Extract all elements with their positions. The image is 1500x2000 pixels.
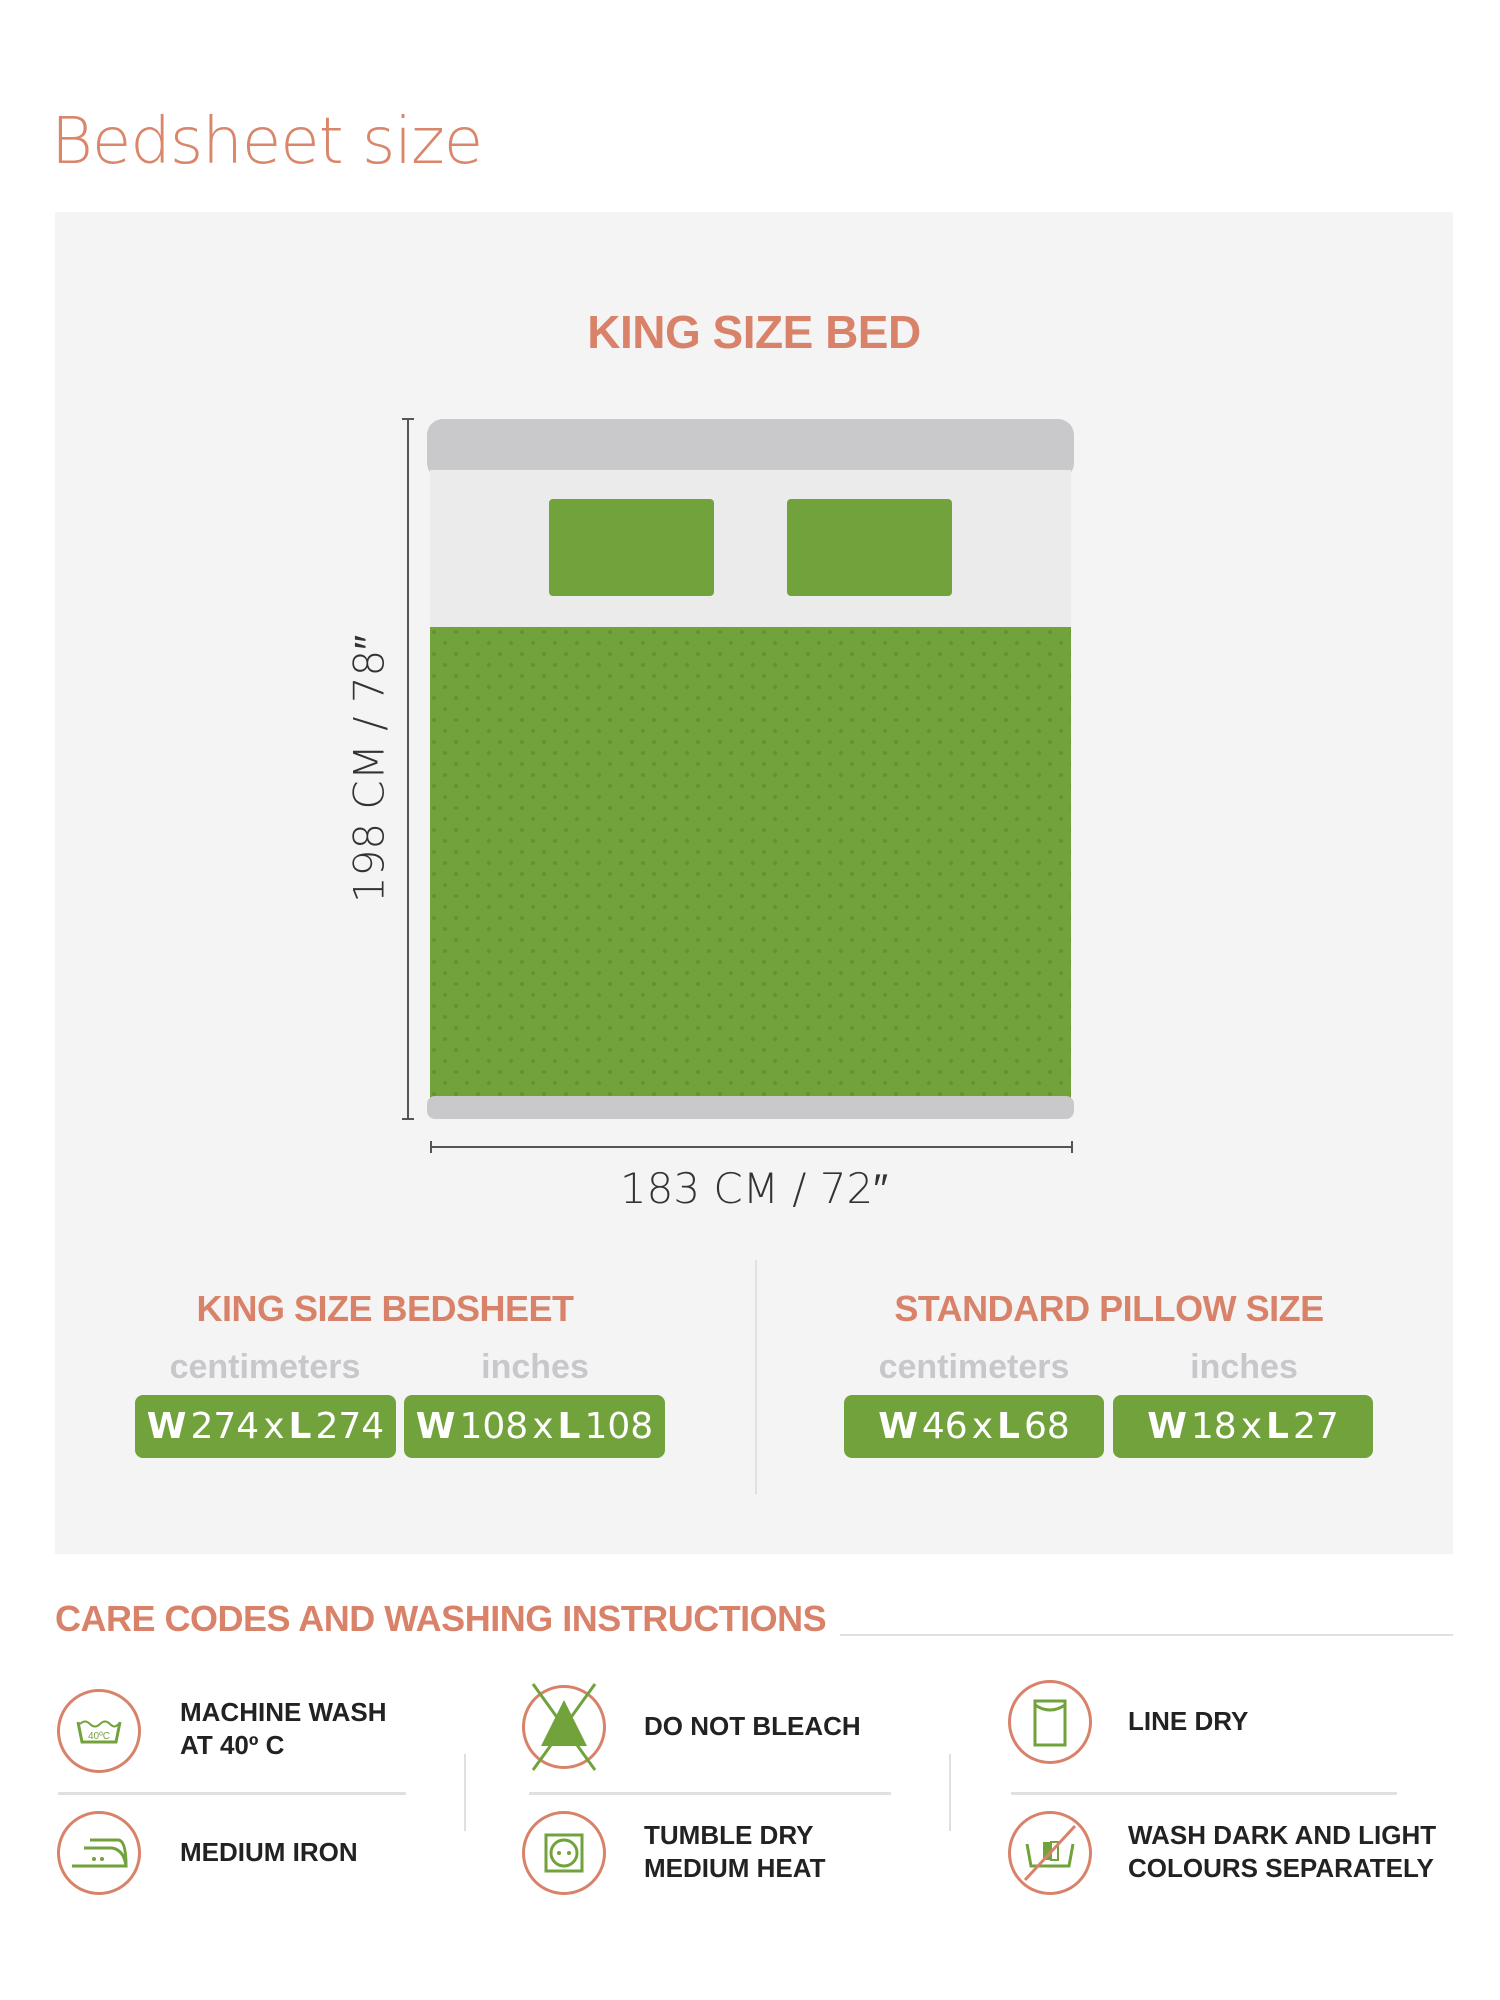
length-value: 68 <box>1023 1406 1070 1447</box>
row-divider <box>1011 1792 1397 1795</box>
l-label: L <box>1266 1406 1289 1447</box>
medium-iron-icon <box>57 1811 141 1895</box>
width-value: 18 <box>1190 1406 1237 1447</box>
care-text: TUMBLE DRY <box>644 1820 814 1850</box>
divider <box>755 1260 757 1494</box>
unit-label: centimeters <box>878 1348 1070 1386</box>
care-heading: CARE CODES AND WASHING INSTRUCTIONS <box>55 1598 827 1639</box>
care-text: AT 40º C <box>180 1730 285 1760</box>
column-divider <box>949 1754 951 1831</box>
width-value: 46 <box>921 1406 968 1447</box>
width-value: 274 <box>190 1406 260 1447</box>
unit-label: inches <box>481 1348 589 1386</box>
width-dimension-line <box>430 1141 1073 1153</box>
length-value: 27 <box>1292 1406 1339 1447</box>
machine-wash-40-icon: 40ºC <box>57 1689 141 1773</box>
times: x <box>532 1406 554 1447</box>
care-text: COLOURS SEPARATELY <box>1128 1853 1434 1883</box>
w-label: W <box>878 1406 918 1447</box>
do-not-bleach-icon <box>522 1683 606 1771</box>
pillow-size-in: W 18 x L 27 <box>1113 1395 1373 1458</box>
bedsheet-size-in: W 108 x L 108 <box>404 1395 665 1458</box>
times: x <box>971 1406 994 1447</box>
care-text: DO NOT BLEACH <box>644 1711 861 1741</box>
care-text: MEDIUM IRON <box>180 1837 358 1867</box>
row-divider <box>58 1792 406 1795</box>
footboard <box>427 1096 1074 1119</box>
pillow-left <box>549 499 714 596</box>
line-dry-icon <box>1008 1680 1092 1764</box>
w-label: W <box>146 1406 187 1447</box>
care-item: MEDIUM IRON <box>180 1836 358 1869</box>
l-label: L <box>557 1406 581 1447</box>
pillow-size-cm: W 46 x L 68 <box>844 1395 1104 1458</box>
mattress-top <box>430 470 1071 630</box>
care-text: MEDIUM HEAT <box>644 1853 826 1883</box>
bed-illustration <box>402 418 1074 1153</box>
row-divider <box>529 1792 891 1795</box>
care-item: LINE DRY <box>1128 1705 1248 1738</box>
column-divider <box>464 1754 466 1831</box>
length-value: 108 <box>584 1406 654 1447</box>
care-text: MACHINE WASH <box>180 1697 387 1727</box>
times: x <box>1240 1406 1263 1447</box>
page-title: Bedsheet size <box>51 105 483 179</box>
length-label: 198 CM / 78″ <box>344 634 394 904</box>
wash-separately-icon <box>1008 1811 1092 1895</box>
care-text: WASH DARK AND LIGHT <box>1128 1820 1437 1850</box>
bed-heading: KING SIZE BED <box>587 306 921 358</box>
care-item: TUMBLE DRY MEDIUM HEAT <box>644 1819 826 1885</box>
headboard <box>427 419 1074 479</box>
length-value: 274 <box>315 1406 385 1447</box>
width-value: 108 <box>459 1406 529 1447</box>
unit-label: centimeters <box>169 1348 361 1386</box>
times: x <box>263 1406 285 1447</box>
care-item: DO NOT BLEACH <box>644 1710 861 1743</box>
care-item: WASH DARK AND LIGHT COLOURS SEPARATELY <box>1128 1819 1436 1885</box>
l-label: L <box>997 1406 1020 1447</box>
heading-rule <box>840 1634 1453 1636</box>
unit-label: inches <box>1190 1348 1298 1386</box>
pillow-right <box>787 499 952 596</box>
care-item: MACHINE WASH AT 40º C <box>180 1696 387 1762</box>
length-dimension-line <box>402 418 414 1120</box>
w-label: W <box>415 1406 456 1447</box>
icon-text: 40ºC <box>88 1731 110 1742</box>
l-label: L <box>288 1406 312 1447</box>
w-label: W <box>1147 1406 1187 1447</box>
width-label: 183 CM / 72″ <box>619 1164 889 1213</box>
bedsheet-size-cm: W 274 x L 274 <box>135 1395 396 1458</box>
tumble-dry-medium-icon <box>522 1811 606 1895</box>
care-text: LINE DRY <box>1128 1706 1249 1736</box>
pillow-heading: STANDARD PILLOW SIZE <box>894 1288 1324 1329</box>
bedsheet-heading: KING SIZE BEDSHEET <box>196 1288 574 1329</box>
